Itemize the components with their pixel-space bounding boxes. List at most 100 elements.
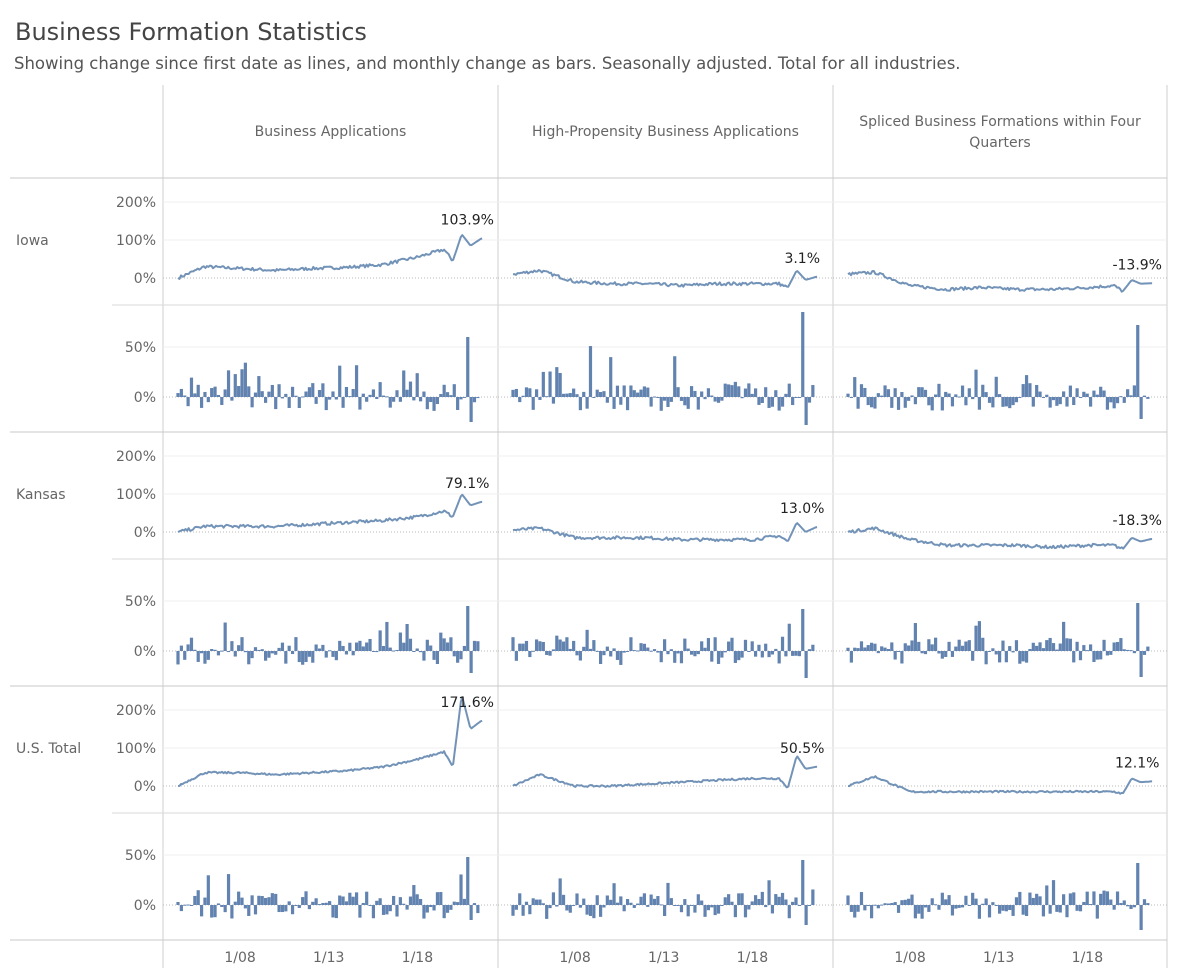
bar xyxy=(375,397,379,399)
bar xyxy=(750,901,754,905)
bar xyxy=(1008,397,1012,409)
bar xyxy=(743,639,748,651)
x-tick-label: 1/08 xyxy=(894,950,925,966)
bar xyxy=(541,903,545,905)
bar xyxy=(957,639,961,651)
bar xyxy=(445,642,450,651)
line-series-2-1 xyxy=(512,755,818,789)
bar xyxy=(253,905,258,915)
bar xyxy=(592,905,596,919)
bar xyxy=(747,383,751,397)
bar xyxy=(669,397,673,402)
bar xyxy=(737,651,741,661)
bar xyxy=(683,899,687,905)
bar xyxy=(689,905,694,906)
bar xyxy=(656,651,660,653)
bar xyxy=(727,384,731,397)
bar xyxy=(622,651,626,653)
bar xyxy=(727,641,731,651)
bar xyxy=(663,905,667,917)
bar xyxy=(987,651,992,652)
bar xyxy=(361,902,365,905)
line-ytick-label: 200% xyxy=(116,703,156,719)
bar xyxy=(807,397,812,403)
last-value-label-0-0: 103.9% xyxy=(441,213,494,229)
bar xyxy=(981,384,985,397)
bar xyxy=(984,651,988,665)
bar xyxy=(1055,397,1059,406)
bar xyxy=(196,651,200,662)
bar xyxy=(250,895,254,905)
bar xyxy=(794,897,798,905)
bar xyxy=(1031,897,1035,905)
bar xyxy=(770,651,775,655)
bar xyxy=(263,397,268,403)
bar xyxy=(1001,905,1005,911)
bar xyxy=(432,905,436,911)
line-series-0-1 xyxy=(512,269,818,288)
bar xyxy=(361,393,365,397)
line-ytick-label: 200% xyxy=(116,449,156,465)
bar xyxy=(284,651,288,664)
bar xyxy=(422,391,426,397)
bar xyxy=(243,905,247,909)
bar xyxy=(998,394,1002,397)
bar xyxy=(693,390,697,397)
bar xyxy=(1136,863,1140,905)
bar xyxy=(954,905,958,909)
bar xyxy=(703,397,707,400)
bar xyxy=(710,395,714,397)
bar xyxy=(849,905,853,912)
bar xyxy=(1014,897,1019,905)
bar xyxy=(1136,325,1140,397)
bar xyxy=(472,640,477,651)
bar xyxy=(1021,905,1025,915)
bar xyxy=(381,646,386,651)
bar xyxy=(1129,650,1133,652)
x-tick-label: 1/18 xyxy=(737,950,768,966)
last-value-label-2-0: 171.6% xyxy=(441,695,494,711)
bar xyxy=(622,385,626,397)
bar xyxy=(257,649,261,651)
bar xyxy=(1004,651,1008,663)
bar xyxy=(673,356,677,397)
bar xyxy=(365,642,369,651)
bar xyxy=(1028,892,1032,905)
bar xyxy=(619,896,623,905)
bar xyxy=(883,385,887,397)
bar xyxy=(636,650,640,652)
bar xyxy=(991,397,995,408)
bar xyxy=(321,383,325,397)
bar xyxy=(338,640,342,651)
bar xyxy=(900,651,904,664)
bar xyxy=(588,346,593,397)
bar xyxy=(910,395,914,397)
bar xyxy=(193,649,197,651)
bar xyxy=(297,905,301,908)
bar xyxy=(1105,397,1110,410)
bar xyxy=(797,905,801,906)
bar xyxy=(216,651,221,656)
bar xyxy=(679,397,684,401)
bar xyxy=(639,643,643,651)
bar xyxy=(673,651,677,663)
bar xyxy=(514,905,518,910)
bar xyxy=(213,386,217,397)
bar xyxy=(588,648,593,651)
bar xyxy=(1132,905,1136,908)
bar xyxy=(237,385,241,397)
bar xyxy=(710,905,714,908)
bar xyxy=(1122,649,1126,651)
bar xyxy=(1068,385,1072,397)
bar xyxy=(398,632,402,651)
bar xyxy=(294,395,298,397)
bar xyxy=(1065,905,1069,918)
bar xyxy=(462,898,466,905)
bar xyxy=(395,390,399,397)
line-series-1-0 xyxy=(177,493,483,533)
bar xyxy=(1038,896,1042,905)
bar xyxy=(767,880,771,905)
bar xyxy=(1129,905,1133,910)
bar xyxy=(588,905,593,916)
bar xyxy=(321,903,325,905)
